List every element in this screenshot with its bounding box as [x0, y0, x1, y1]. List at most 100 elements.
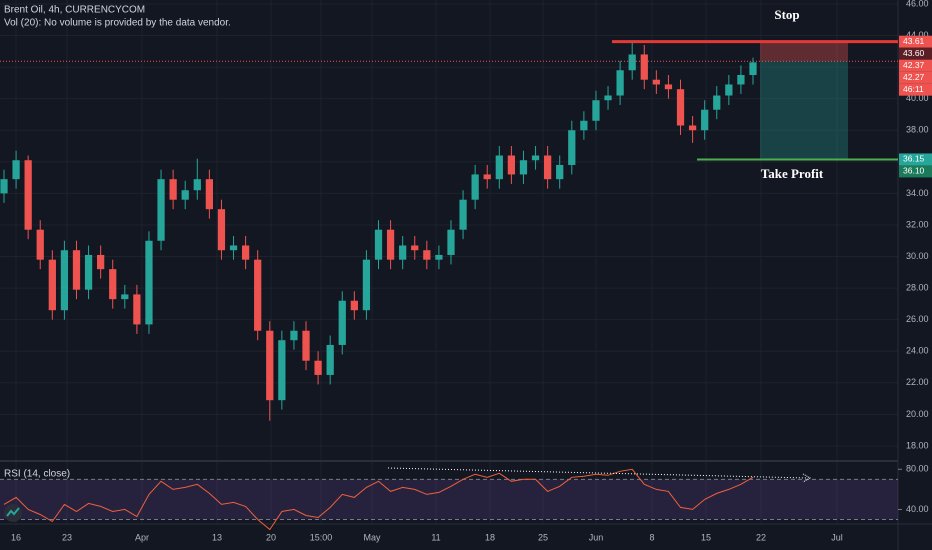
price-badge: [899, 59, 932, 72]
take-profit-label: Take Profit: [761, 166, 824, 181]
price-badge-label: 43.61: [903, 36, 925, 46]
candle-body: [314, 360, 322, 375]
candle-body: [254, 259, 262, 331]
candle-body: [423, 250, 431, 260]
candle-body: [640, 54, 648, 80]
candle-body: [97, 254, 105, 270]
candle-body: [266, 330, 274, 401]
price-badge: [899, 153, 932, 166]
logo-icon[interactable]: [6, 507, 20, 517]
countdown-badge: [899, 83, 932, 96]
candle-body: [229, 245, 238, 251]
candle-body: [302, 330, 310, 361]
target-zone: [760, 61, 848, 160]
candle-body: [181, 190, 189, 200]
y-tick-label: 40.00: [906, 93, 929, 103]
candle-body: [0, 179, 8, 194]
rsi-trendline: [387, 467, 809, 479]
logo[interactable]: [4, 504, 22, 522]
price-badge-label: 42.37: [903, 60, 925, 70]
x-tick-label: May: [363, 532, 381, 542]
price-badge: [899, 35, 932, 48]
marks: [0, 40, 902, 531]
rsi-trend-arrow: [802, 473, 812, 483]
x-tick-label: 18: [485, 532, 495, 542]
stop-label: Stop: [774, 7, 799, 22]
candle-body: [556, 164, 564, 180]
x-tick-label: 23: [62, 532, 72, 542]
rsi-title: RSI (14, close): [4, 469, 70, 480]
candle-body: [145, 240, 153, 325]
price-badge: [899, 71, 932, 84]
y-tick-label: 32.00: [906, 219, 929, 229]
y-tick-label: 24.00: [906, 346, 929, 356]
y-tick-label: 18.00: [906, 440, 929, 450]
candle-body: [519, 160, 528, 175]
candle-body: [471, 174, 479, 200]
candle-body: [447, 229, 455, 255]
candle-body: [169, 179, 177, 200]
candle-body: [688, 125, 697, 131]
x-tick-label: Jun: [589, 532, 604, 542]
candle-body: [435, 254, 443, 260]
candle-body: [109, 269, 117, 300]
candle-body: [386, 229, 395, 260]
x-tick-label: 13: [212, 532, 222, 542]
x-tick-label: Apr: [135, 532, 149, 542]
y-tick-label: 20.00: [906, 409, 929, 419]
x-tick-label: 22: [756, 532, 766, 542]
candle-body: [459, 199, 467, 230]
candle-body: [616, 70, 624, 96]
rsi-band: [0, 479, 898, 520]
grid: [0, 0, 898, 524]
volume-note: Vol (20): No volume is provided by the d…: [4, 18, 231, 29]
candle-body: [193, 179, 201, 191]
price-badge-label: 42.27: [903, 72, 925, 82]
candle-body: [713, 95, 721, 110]
y-tick-label: 30.00: [906, 251, 929, 261]
candle-body: [217, 209, 226, 251]
price-badge: [899, 165, 932, 178]
symbol: Brent Oil, 4h, CURRENCYCOM: [4, 5, 145, 16]
rsi-line: [3, 468, 754, 531]
candle-body: [483, 174, 491, 180]
rsi-tick-label: 80.00: [906, 464, 929, 474]
candle-body: [749, 62, 757, 75]
x-tick-label: 15:00: [310, 532, 333, 542]
price-badge-label: 43.60: [903, 48, 925, 58]
candle-body: [580, 120, 588, 131]
candle-body: [652, 79, 660, 85]
x-tick-label: 20: [266, 532, 276, 542]
candle-body: [664, 84, 673, 90]
candle-body: [290, 330, 298, 341]
candle-body: [338, 300, 346, 345]
y-tick-label: 44.00: [906, 30, 929, 40]
candle-body: [495, 155, 503, 180]
candle-body: [133, 294, 141, 325]
candle-body: [507, 155, 516, 175]
candle-body: [568, 130, 576, 165]
candle-body: [701, 109, 709, 131]
y-tick-label: 38.00: [906, 125, 929, 135]
candle-body: [628, 54, 636, 71]
candle-body: [121, 294, 129, 300]
candle-body: [278, 340, 286, 401]
candle-body: [411, 245, 419, 251]
price-badge-label: 36.10: [903, 166, 925, 176]
candle-body: [374, 229, 383, 260]
y-tick-label: 26.00: [906, 314, 929, 324]
y-tick-label: 22.00: [906, 377, 929, 387]
candle-body: [725, 84, 733, 96]
candle-body: [48, 259, 56, 311]
candle-body: [84, 254, 93, 290]
rsi-tick-label: 40.00: [906, 504, 929, 514]
candle-body: [592, 100, 600, 121]
candle-body: [676, 89, 685, 126]
candle-body: [36, 229, 44, 260]
candle-body: [205, 179, 213, 210]
x-tick-label: 8: [649, 532, 654, 542]
candle-body: [241, 245, 250, 260]
price-badge: [899, 47, 932, 60]
